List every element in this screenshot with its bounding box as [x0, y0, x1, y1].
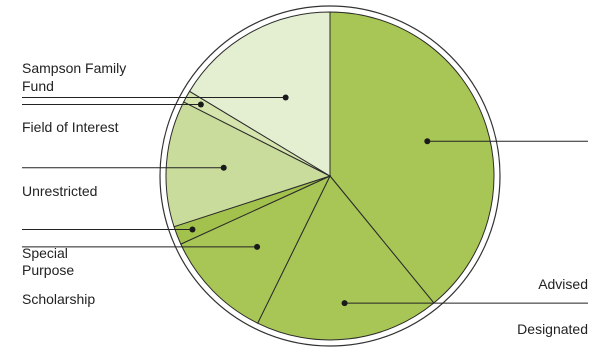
pie-slice-scholarship	[180, 174, 332, 324]
callout-dot-special-purpose	[189, 226, 196, 233]
callout-dot-advised	[424, 138, 431, 145]
callouts	[22, 94, 588, 307]
callout-dot-unrestricted	[220, 164, 227, 171]
label-field-of-interest: Field of Interest	[22, 119, 119, 135]
callout-dot-sampson-family-fund	[282, 94, 289, 101]
label-special-purpose-line1: Special	[22, 245, 68, 261]
callout-dot-designated	[341, 300, 348, 307]
callout-dot-field-of-interest	[197, 101, 204, 108]
pie-slice-sampson-family-fund	[188, 11, 331, 177]
label-unrestricted: Unrestricted	[22, 183, 97, 199]
pie-slice-advised	[329, 11, 495, 304]
label-designated: Designated	[517, 321, 588, 337]
label-special-purpose-line2: Purpose	[22, 262, 74, 278]
pie-slice-unrestricted	[165, 101, 332, 228]
callout-dot-scholarship	[254, 243, 261, 250]
label-scholarship: Scholarship	[22, 291, 95, 307]
label-sampson-family-fund-line1: Sampson Family	[22, 60, 126, 76]
pie-slices	[165, 11, 495, 341]
pie-slice-designated	[256, 175, 435, 341]
label-sampson-family-fund-line2: Fund	[22, 78, 54, 94]
label-advised: Advised	[538, 276, 588, 292]
